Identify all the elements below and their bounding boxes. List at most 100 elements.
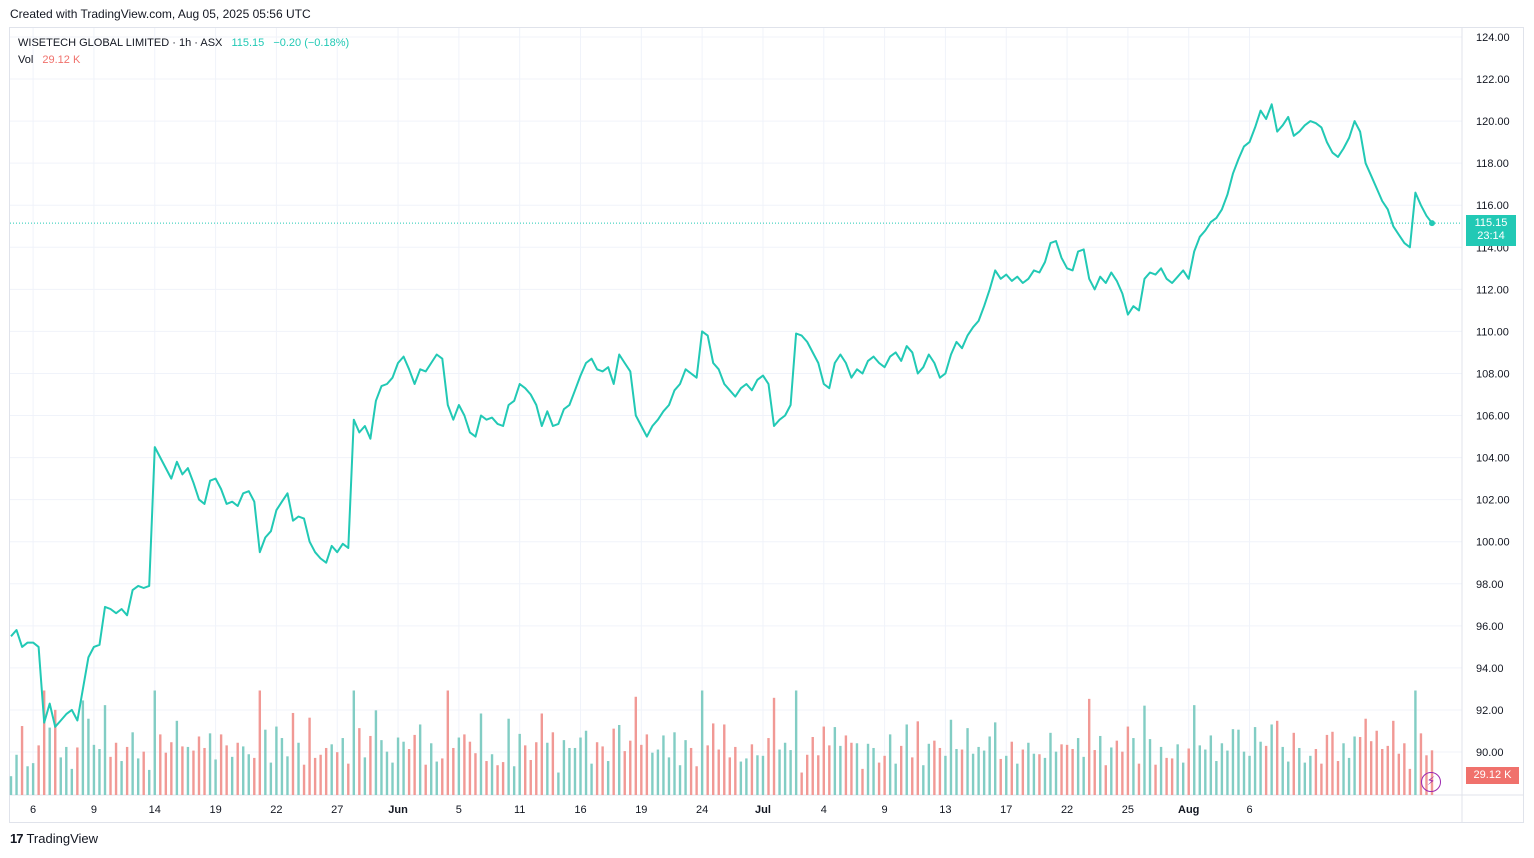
volume-bar xyxy=(861,768,864,795)
volume-bar xyxy=(48,727,51,795)
volume-bar xyxy=(159,734,162,795)
volume-bar xyxy=(468,741,472,795)
x-tick-label: 25 xyxy=(1122,804,1134,816)
volume-bar xyxy=(297,742,300,795)
volume-bar xyxy=(1342,743,1345,795)
volume-bar xyxy=(1104,765,1107,795)
volume-bar xyxy=(866,743,870,795)
volume-bar xyxy=(219,734,223,795)
y-tick-label: 124.00 xyxy=(1476,32,1510,44)
volume-bar xyxy=(20,726,24,795)
volume-bar xyxy=(92,744,96,795)
y-tick-label: 96.00 xyxy=(1476,621,1504,633)
x-tick-label: 16 xyxy=(574,804,586,816)
volume-bar xyxy=(31,763,35,795)
volume-bar xyxy=(1408,768,1412,795)
x-tick-label: 5 xyxy=(456,804,462,816)
volume-bar xyxy=(275,726,278,795)
volume-bar xyxy=(540,713,544,795)
volume-bar xyxy=(1027,742,1030,795)
volume-bar xyxy=(197,736,201,795)
volume-label[interactable]: Vol xyxy=(18,54,34,66)
volume-bar xyxy=(302,764,306,795)
volume-bar xyxy=(148,769,151,795)
x-tick-label: 4 xyxy=(821,804,827,816)
last-price-value: 115.15 xyxy=(1474,217,1508,230)
volume-bar xyxy=(424,764,427,795)
volume-bar xyxy=(181,746,184,795)
chart-frame[interactable] xyxy=(9,27,1524,823)
symbol-title[interactable]: WISETECH GLOBAL LIMITED · 1h · ASX xyxy=(18,37,223,49)
volume-bar xyxy=(496,765,499,795)
volume-bar xyxy=(225,745,228,795)
volume-bar xyxy=(374,710,378,795)
volume-bar xyxy=(717,749,720,795)
volume-bar xyxy=(1176,744,1179,795)
chart-legend: WISETECH GLOBAL LIMITED · 1h · ASX 115.1… xyxy=(18,35,349,69)
footer-brand[interactable]: 17 TradingView xyxy=(10,831,98,846)
volume-bar xyxy=(894,763,897,795)
volume-bar xyxy=(800,772,803,795)
volume-bar xyxy=(949,719,953,795)
volume-bar xyxy=(1159,746,1163,795)
volume-bar xyxy=(1392,720,1395,795)
volume-bar xyxy=(214,759,217,795)
y-tick-label: 120.00 xyxy=(1476,116,1510,128)
x-tick-label: 11 xyxy=(514,804,525,816)
volume-bar xyxy=(192,750,195,795)
volume-bar xyxy=(938,747,942,795)
volume-bar xyxy=(806,754,809,795)
volume-bar xyxy=(640,744,643,795)
y-tick-label: 98.00 xyxy=(1476,579,1504,591)
volume-bar xyxy=(114,742,118,795)
volume-bar xyxy=(700,690,704,795)
lightning-icon[interactable]: ⚡ xyxy=(1421,772,1441,792)
volume-bar xyxy=(236,742,239,795)
volume-bar xyxy=(678,765,682,795)
y-tick-label: 112.00 xyxy=(1476,284,1509,296)
volume-bar xyxy=(1204,749,1207,795)
volume-bar xyxy=(1237,729,1240,795)
volume-bar xyxy=(479,713,483,795)
volume-bar xyxy=(1099,735,1102,795)
volume-bar xyxy=(573,747,577,795)
volume-bar xyxy=(971,753,975,795)
x-tick-label: 27 xyxy=(331,804,343,816)
x-tick-label: Jun xyxy=(388,804,408,816)
volume-bar xyxy=(369,735,372,795)
volume-bar xyxy=(313,757,317,795)
volume-bar xyxy=(452,747,455,795)
x-tick-label: 22 xyxy=(270,804,282,816)
x-tick-label: 22 xyxy=(1061,804,1073,816)
volume-bar xyxy=(1358,737,1362,795)
volume-bar xyxy=(37,745,40,795)
volume-bar xyxy=(1242,751,1246,795)
x-tick-label: 6 xyxy=(1246,804,1252,816)
volume-bar xyxy=(535,742,538,795)
volume-bar xyxy=(695,766,698,795)
volume-bar xyxy=(103,705,107,795)
volume-bar xyxy=(70,768,74,795)
volume-bar xyxy=(1143,705,1146,795)
volume-bar xyxy=(1231,729,1235,795)
volume-bar xyxy=(1121,751,1124,795)
volume-bar xyxy=(280,738,284,795)
x-tick-label: 9 xyxy=(91,804,97,816)
volume-bar xyxy=(1065,744,1069,795)
volume-bar xyxy=(1137,763,1141,795)
volume-bar xyxy=(872,747,875,795)
volume-bar xyxy=(1071,749,1074,795)
x-tick-label: 13 xyxy=(939,804,951,816)
x-tick-label: Aug xyxy=(1178,804,1199,816)
price-line xyxy=(10,103,1433,728)
y-tick-label: 106.00 xyxy=(1476,411,1510,423)
volume-bar xyxy=(1364,718,1367,795)
volume-bar xyxy=(1248,755,1251,795)
volume-bar xyxy=(1060,744,1063,795)
volume-bar xyxy=(319,754,322,795)
volume-bar xyxy=(26,766,29,795)
volume-bar xyxy=(391,762,394,795)
volume-bar xyxy=(623,751,626,795)
volume-bar xyxy=(131,732,134,795)
